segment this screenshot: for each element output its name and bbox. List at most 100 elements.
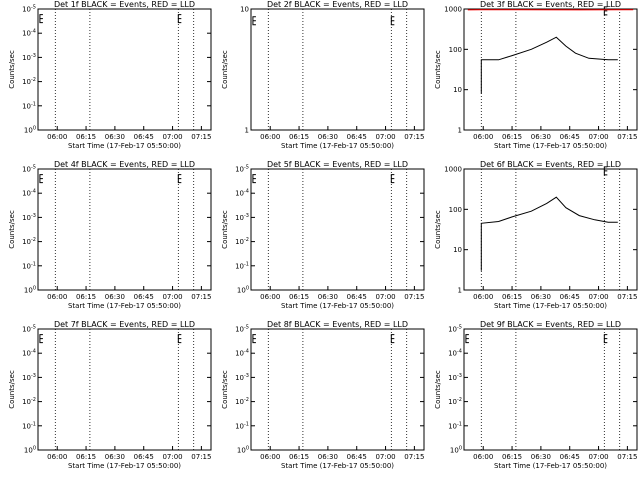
y-tick-label: 10-4 bbox=[235, 349, 249, 358]
x-axis-label: Start Time (17-Feb-17 05:50:00) bbox=[68, 302, 181, 310]
y-tick-label: 100 bbox=[237, 286, 249, 295]
data-marker bbox=[390, 334, 395, 344]
y-tick-label: 10-5 bbox=[22, 165, 36, 174]
data-marker bbox=[465, 334, 469, 344]
y-tick-label: 100 bbox=[237, 446, 249, 455]
y-tick-label: 100 bbox=[24, 286, 36, 295]
data-marker bbox=[390, 16, 395, 26]
panel-title: Det 2f BLACK = Events, RED = LLD bbox=[267, 0, 408, 9]
x-tick-label: 06:45 bbox=[134, 453, 154, 461]
data-marker bbox=[603, 166, 608, 176]
data-marker bbox=[177, 14, 182, 24]
y-axis-label: Counts/sec bbox=[8, 50, 16, 89]
y-axis-label: Counts/sec bbox=[221, 210, 229, 249]
x-axis-label: Start Time (17-Feb-17 05:50:00) bbox=[494, 302, 607, 310]
x-tick-label: 07:15 bbox=[191, 453, 211, 461]
y-tick-label: 100 bbox=[449, 46, 462, 54]
data-marker bbox=[39, 334, 43, 344]
y-tick-label: 10-2 bbox=[22, 237, 36, 246]
data-marker bbox=[252, 174, 256, 184]
y-tick-label: 10-1 bbox=[22, 101, 36, 110]
x-tick-label: 06:15 bbox=[76, 453, 96, 461]
x-tick-label: 07:00 bbox=[162, 133, 182, 141]
y-tick-label: 10-5 bbox=[235, 325, 249, 334]
x-tick-label: 06:30 bbox=[531, 293, 551, 301]
x-tick-label: 06:30 bbox=[531, 133, 551, 141]
x-tick-label: 06:15 bbox=[502, 293, 522, 301]
x-tick-label: 06:45 bbox=[347, 453, 367, 461]
data-marker bbox=[177, 174, 182, 184]
x-tick-label: 07:00 bbox=[375, 133, 395, 141]
detector-panel: Det 7f BLACK = Events, RED = LLD 100 10-1 1… bbox=[8, 320, 212, 470]
x-tick-label: 07:15 bbox=[191, 133, 211, 141]
plot-frame bbox=[463, 168, 638, 291]
plot-frame bbox=[463, 8, 638, 131]
y-tick-label: 10-3 bbox=[22, 53, 36, 62]
detector-panel: Det 2f BLACK = Events, RED = LLD 1 10 06:00… bbox=[221, 0, 425, 150]
y-axis-label: Counts/sec bbox=[221, 370, 229, 409]
x-tick-label: 06:45 bbox=[347, 133, 367, 141]
y-tick-label: 10-4 bbox=[448, 349, 462, 358]
panel-title: Det 8f BLACK = Events, RED = LLD bbox=[267, 320, 408, 329]
data-marker bbox=[252, 16, 256, 26]
x-tick-label: 06:30 bbox=[318, 133, 338, 141]
panel-title: Det 9f BLACK = Events, RED = LLD bbox=[480, 320, 621, 329]
x-tick-label: 06:15 bbox=[289, 293, 309, 301]
plot-frame bbox=[250, 168, 425, 291]
x-tick-label: 07:15 bbox=[617, 133, 637, 141]
y-tick-label: 1000 bbox=[444, 166, 462, 174]
y-tick-label: 10-1 bbox=[235, 421, 249, 430]
y-axis-label: Counts/sec bbox=[434, 50, 442, 89]
x-tick-label: 06:15 bbox=[502, 453, 522, 461]
plot-frame bbox=[37, 8, 212, 131]
y-axis-label: Counts/sec bbox=[221, 50, 229, 89]
x-tick-label: 06:00 bbox=[260, 453, 280, 461]
y-tick-label: 10-2 bbox=[448, 397, 462, 406]
y-axis-label: Counts/sec bbox=[434, 370, 442, 409]
x-tick-label: 06:00 bbox=[47, 293, 67, 301]
x-tick-label: 07:15 bbox=[617, 293, 637, 301]
x-tick-label: 07:15 bbox=[191, 293, 211, 301]
y-tick-label: 10-3 bbox=[235, 373, 249, 382]
x-tick-label: 06:00 bbox=[260, 133, 280, 141]
x-tick-label: 06:30 bbox=[531, 453, 551, 461]
y-tick-label: 10-3 bbox=[22, 373, 36, 382]
y-tick-label: 1 bbox=[245, 127, 249, 135]
y-axis-label: Counts/sec bbox=[8, 210, 16, 249]
x-tick-label: 06:45 bbox=[560, 133, 580, 141]
x-tick-label: 06:45 bbox=[134, 133, 154, 141]
panel-title: Det 6f BLACK = Events, RED = LLD bbox=[480, 160, 621, 169]
y-tick-label: 1000 bbox=[444, 6, 462, 14]
data-marker bbox=[603, 6, 608, 16]
x-axis-label: Start Time (17-Feb-17 05:50:00) bbox=[68, 462, 181, 470]
detector-panel: Det 4f BLACK = Events, RED = LLD 100 10-1 1… bbox=[8, 160, 212, 310]
x-tick-label: 06:45 bbox=[560, 453, 580, 461]
y-tick-label: 10-3 bbox=[448, 373, 462, 382]
data-marker bbox=[177, 334, 182, 344]
y-tick-label: 10 bbox=[453, 246, 462, 254]
events-series-line bbox=[480, 36, 618, 94]
x-tick-label: 07:15 bbox=[404, 293, 424, 301]
x-axis-label: Start Time (17-Feb-17 05:50:00) bbox=[68, 142, 181, 150]
x-tick-label: 06:45 bbox=[560, 293, 580, 301]
detector-panel: Det 9f BLACK = Events, RED = LLD 100 10-1 1… bbox=[434, 320, 638, 470]
x-tick-label: 06:00 bbox=[260, 293, 280, 301]
detector-panel: Det 5f BLACK = Events, RED = LLD 100 10-1 1… bbox=[221, 160, 425, 310]
y-tick-label: 10 bbox=[240, 6, 249, 14]
x-tick-label: 07:00 bbox=[375, 453, 395, 461]
y-tick-label: 10-4 bbox=[22, 189, 36, 198]
y-tick-label: 10-3 bbox=[235, 213, 249, 222]
y-tick-label: 100 bbox=[449, 206, 462, 214]
events-series-line bbox=[480, 196, 618, 271]
detector-panel: Det 8f BLACK = Events, RED = LLD 100 10-1 1… bbox=[221, 320, 425, 470]
x-tick-label: 06:00 bbox=[473, 133, 493, 141]
x-axis-label: Start Time (17-Feb-17 05:50:00) bbox=[281, 302, 394, 310]
x-tick-label: 07:00 bbox=[588, 133, 608, 141]
data-marker bbox=[39, 174, 43, 184]
detector-panel: Det 3f BLACK = Events, RED = LLD 1 10 100 10… bbox=[434, 0, 638, 150]
y-tick-label: 10 bbox=[453, 86, 462, 94]
y-tick-label: 10-2 bbox=[235, 397, 249, 406]
x-axis-label: Start Time (17-Feb-17 05:50:00) bbox=[494, 462, 607, 470]
data-marker bbox=[390, 174, 395, 184]
